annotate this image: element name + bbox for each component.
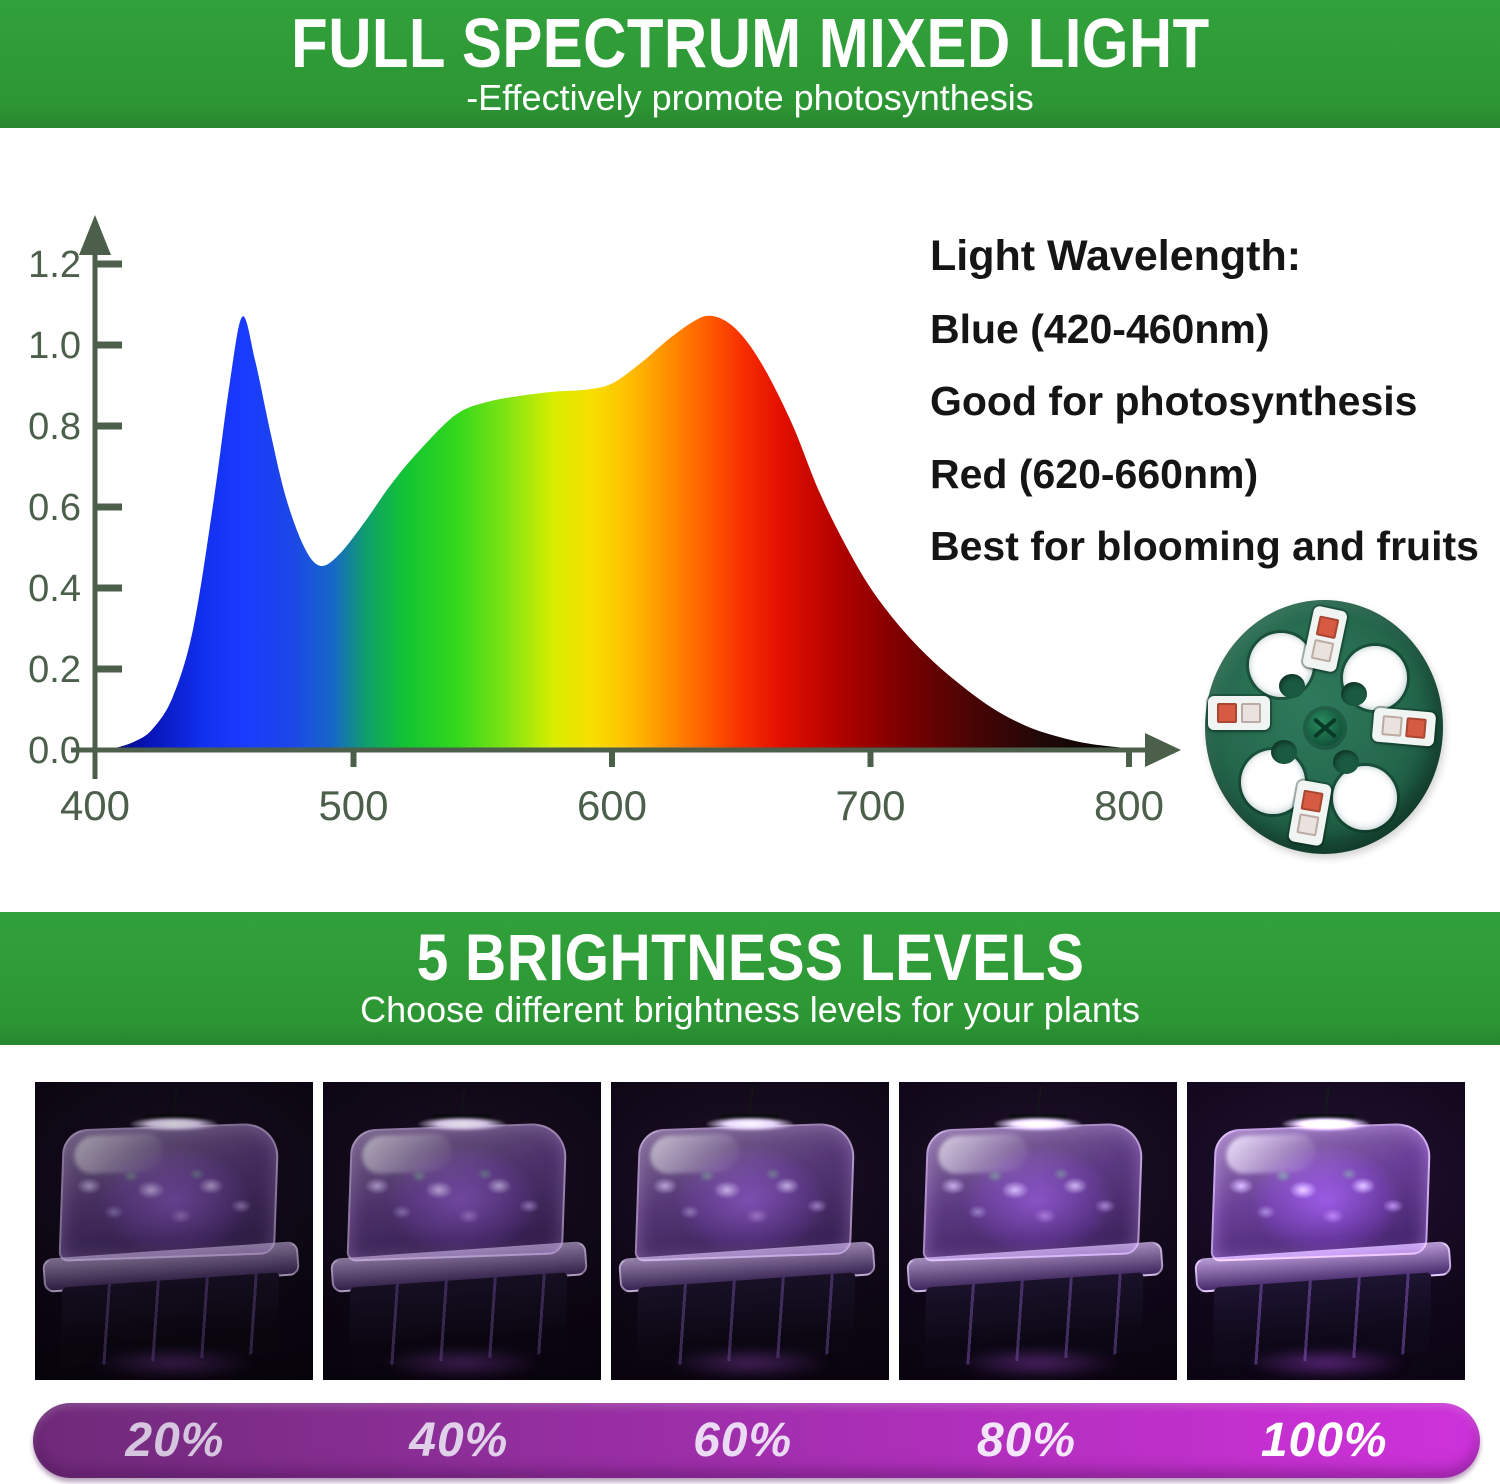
spectrum-chart: 400 500 600 700 800 0.0 0.2 0.4 0.6 0.8 1.0 1.2 — [28, 215, 1181, 829]
seedlings — [645, 1154, 850, 1249]
floor-glow — [1242, 1348, 1410, 1378]
disc-recess — [1333, 750, 1359, 774]
light-glow — [130, 1117, 218, 1131]
wavelength-info-line: Red (620-660nm) — [930, 450, 1259, 497]
brightness-banner: 5 BRIGHTNESS LEVELS Choose different bri… — [0, 912, 1500, 1045]
seedlings — [1221, 1154, 1426, 1249]
light-glow — [994, 1117, 1082, 1131]
svg-text:0.8: 0.8 — [28, 406, 81, 448]
led-disc-image — [1205, 600, 1453, 858]
wavelength-info-line: Good for photosynthesis — [930, 378, 1418, 424]
white-led-chip — [1310, 638, 1335, 663]
brightness-subtitle: Choose different brightness levels for y… — [360, 989, 1140, 1030]
svg-text:0.2: 0.2 — [28, 649, 81, 691]
red-led-chip — [1405, 717, 1427, 739]
wavelength-info-line: Blue (420-460nm) — [930, 305, 1270, 352]
disc-center-screw — [1307, 710, 1343, 746]
floor-glow — [90, 1348, 258, 1378]
red-led-chip — [1315, 615, 1340, 640]
brightness-level-label: 60% — [693, 1414, 793, 1467]
brightness-level-label: 100% — [1260, 1414, 1388, 1467]
svg-text:400: 400 — [60, 782, 130, 829]
disc-recess — [1279, 674, 1305, 698]
full-spectrum-banner: FULL SPECTRUM MIXED LIGHT -Effectively p… — [0, 0, 1500, 128]
led-lens — [1333, 766, 1397, 830]
disc-recess — [1271, 740, 1297, 764]
floor-glow — [378, 1348, 546, 1378]
light-glow — [418, 1117, 506, 1131]
white-led-chip — [1296, 813, 1320, 837]
wavelength-info-heading: Light Wavelength: — [930, 232, 1302, 280]
seedlings — [933, 1154, 1138, 1249]
light-glow — [1282, 1117, 1370, 1131]
page-title: FULL SPECTRUM MIXED LIGHT — [290, 5, 1210, 83]
led-chip-module — [1371, 707, 1437, 747]
svg-text:500: 500 — [318, 782, 388, 829]
disc-recess — [1341, 682, 1367, 706]
spectrum-section: 400 500 600 700 800 0.0 0.2 0.4 0.6 0.8 1.0 1.2 Lig… — [0, 128, 1500, 912]
brightness-level-label: 20% — [125, 1414, 225, 1467]
page-subtitle: -Effectively promote photosynthesis — [466, 77, 1034, 118]
white-led-chip — [1241, 703, 1261, 723]
brightness-level-label: 40% — [409, 1414, 509, 1467]
grow-light-photo-60 — [611, 1082, 889, 1380]
grow-light-photo-40 — [323, 1082, 601, 1380]
floor-glow — [666, 1348, 834, 1378]
grow-light-photo-80 — [899, 1082, 1177, 1380]
svg-text:700: 700 — [835, 782, 905, 829]
brightness-scale-bar: 20% 40% 60% 80% 100% — [33, 1403, 1480, 1478]
svg-text:0.0: 0.0 — [28, 730, 81, 772]
svg-text:0.6: 0.6 — [28, 487, 81, 529]
seedlings — [357, 1154, 562, 1249]
grow-light-photo-100 — [1187, 1082, 1465, 1380]
svg-text:0.4: 0.4 — [28, 568, 81, 610]
svg-text:1.2: 1.2 — [28, 244, 81, 286]
white-led-chip — [1381, 715, 1403, 737]
brightness-level-label: 80% — [976, 1414, 1077, 1467]
svg-text:600: 600 — [577, 782, 647, 829]
brightness-photos — [0, 1082, 1500, 1380]
seedlings — [69, 1154, 274, 1249]
svg-text:1.0: 1.0 — [28, 325, 81, 367]
brightness-title: 5 BRIGHTNESS LEVELS — [416, 920, 1084, 995]
wavelength-info-line: Best for blooming and fruits — [930, 523, 1479, 569]
red-led-chip — [1217, 703, 1237, 723]
grow-light-photo-20 — [35, 1082, 313, 1380]
brightness-demo-section: 20% 40% 60% 80% 100% — [0, 1045, 1500, 1478]
light-glow — [706, 1117, 794, 1131]
wavelength-info: Light Wavelength: Blue (420-460nm) Good … — [930, 220, 1479, 583]
led-chip-module — [1208, 696, 1270, 730]
svg-text:800: 800 — [1094, 782, 1164, 829]
floor-glow — [954, 1348, 1122, 1378]
red-led-chip — [1300, 789, 1324, 813]
